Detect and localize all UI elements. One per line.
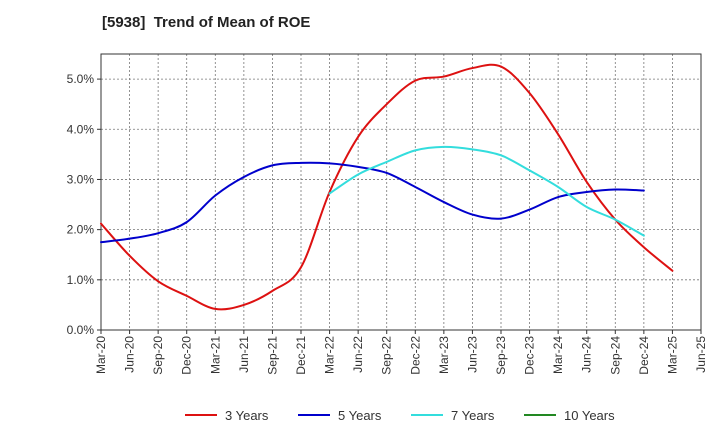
- y-tick-label: 3.0%: [67, 172, 95, 186]
- series-line-7-years: [328, 145, 645, 237]
- y-tick-label: 5.0%: [67, 72, 95, 86]
- y-tick-label: 1.0%: [67, 273, 95, 287]
- legend-label: 3 Years: [225, 408, 269, 423]
- x-tick-label: Dec-24: [637, 336, 651, 375]
- y-tick-label: 4.0%: [67, 122, 95, 136]
- legend-label: 10 Years: [564, 408, 615, 423]
- x-tick-label: Mar-20: [94, 336, 108, 374]
- legend-label: 5 Years: [338, 408, 382, 423]
- x-tick-label: Sep-22: [380, 336, 394, 375]
- x-tick-label: Jun-22: [351, 336, 365, 373]
- x-tick-label: Dec-20: [180, 336, 194, 375]
- x-tick-label: Jun-23: [465, 336, 479, 373]
- x-tick-label: Mar-23: [437, 336, 451, 374]
- x-tick-label: Jun-24: [580, 336, 594, 373]
- x-tick-label: Mar-24: [551, 336, 565, 374]
- x-tick-label: Jun-21: [237, 336, 251, 373]
- x-tick-label: Sep-24: [608, 336, 622, 375]
- series-line-5-years: [100, 161, 645, 244]
- x-tick-label: Mar-22: [323, 336, 337, 374]
- plot-area-frame: [100, 53, 702, 331]
- y-tick-label: 2.0%: [67, 223, 95, 237]
- x-tick-label: Dec-23: [523, 336, 537, 375]
- x-tick-label: Sep-20: [151, 336, 165, 375]
- x-tick-label: Jun-25: [694, 336, 708, 373]
- x-tick-label: Dec-21: [294, 336, 308, 375]
- x-tick-label: Sep-21: [265, 336, 279, 375]
- series-line-3-years: [100, 63, 674, 311]
- y-tick-label: 0.0%: [67, 323, 95, 337]
- x-tick-label: Mar-25: [665, 336, 679, 374]
- x-tick-label: Jun-20: [123, 336, 137, 373]
- legend-label: 7 Years: [451, 408, 495, 423]
- x-tick-label: Mar-21: [208, 336, 222, 374]
- x-tick-label: Sep-23: [494, 336, 508, 375]
- chart-title: [5938] Trend of Mean of ROE: [102, 14, 311, 31]
- x-tick-label: Dec-22: [408, 336, 422, 375]
